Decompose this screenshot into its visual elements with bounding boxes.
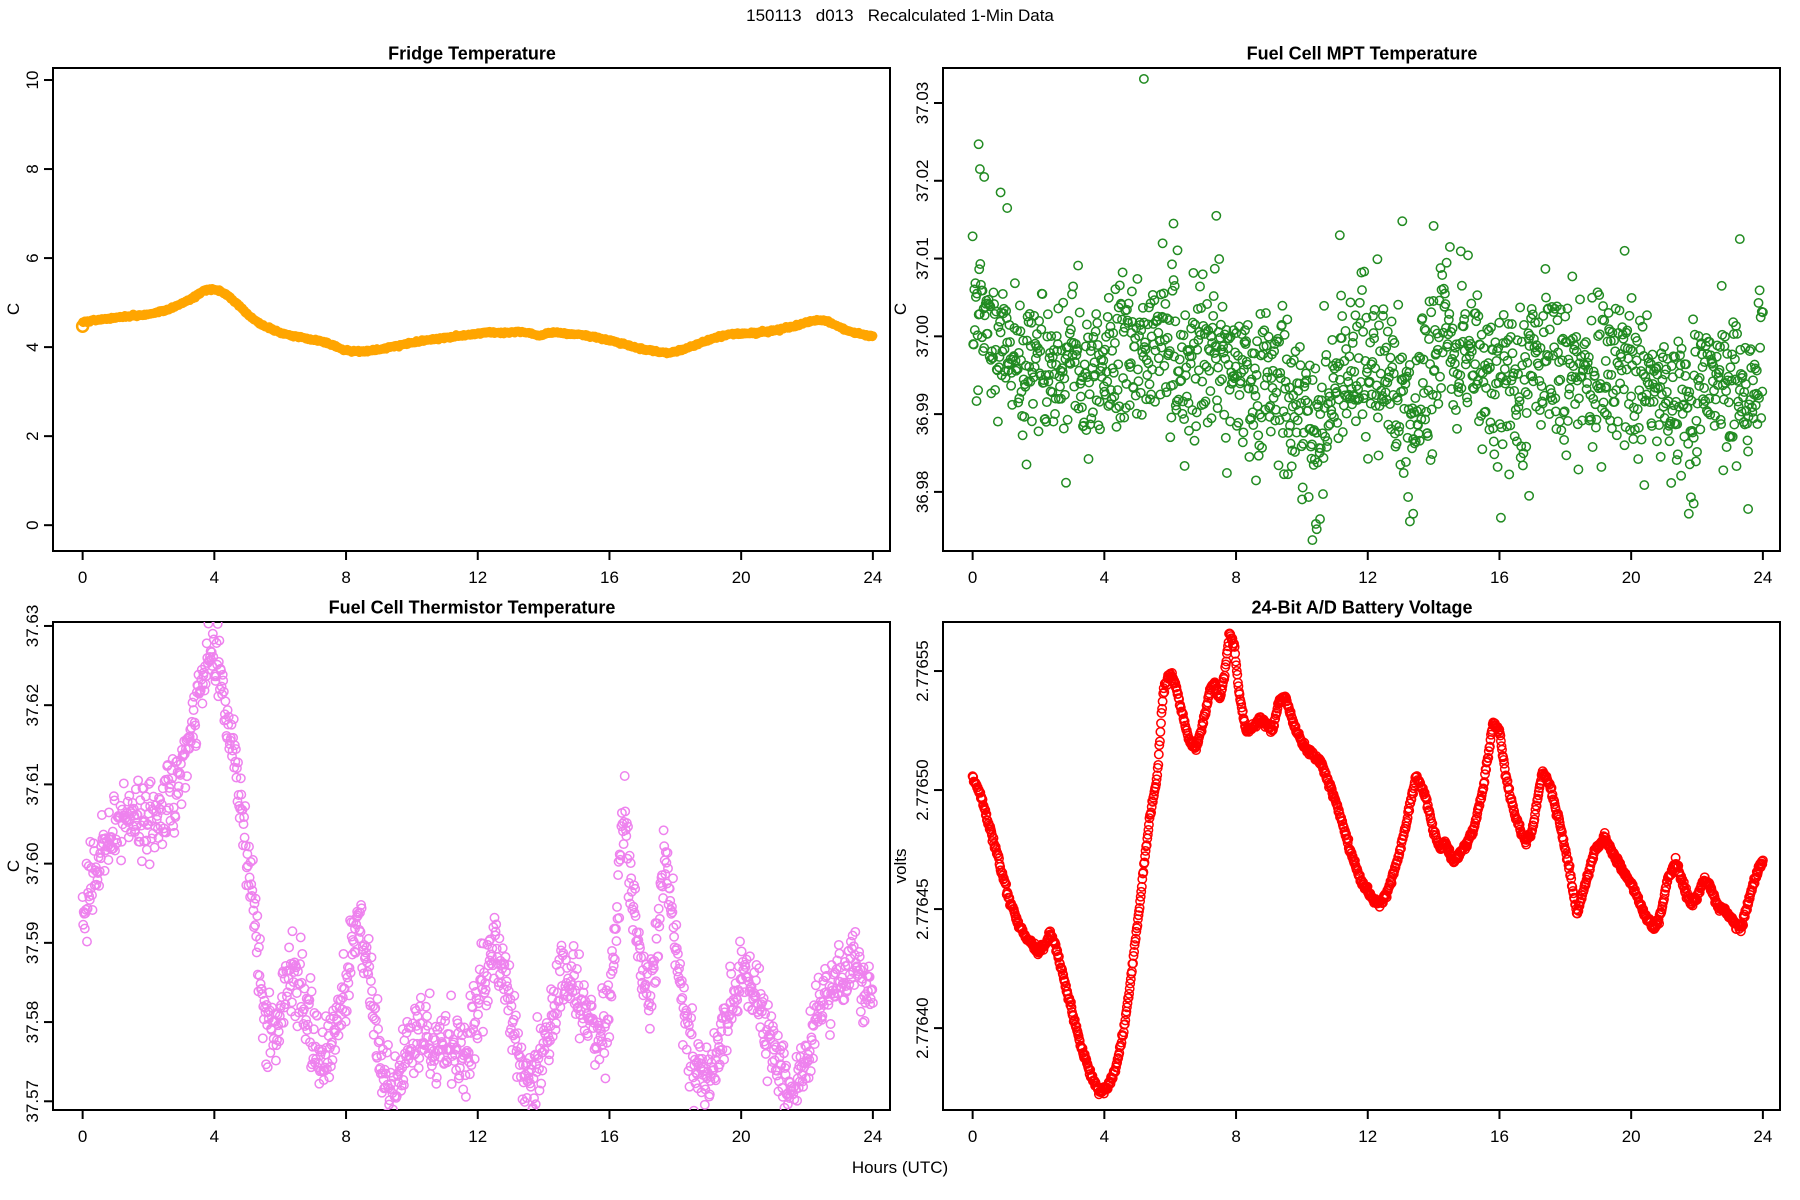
svg-text:2.77655: 2.77655 — [913, 640, 932, 701]
svg-text:24: 24 — [1753, 568, 1772, 587]
svg-text:37.60: 37.60 — [23, 842, 42, 885]
svg-text:8: 8 — [1231, 1127, 1240, 1146]
y-axis-label-thermistor: C — [4, 859, 23, 873]
svg-text:4: 4 — [23, 342, 42, 351]
svg-text:12: 12 — [1358, 568, 1377, 587]
svg-text:36.98: 36.98 — [913, 471, 932, 514]
svg-text:37.63: 37.63 — [23, 605, 42, 648]
y-axis-label-mpt: C — [891, 302, 910, 316]
svg-text:37.02: 37.02 — [913, 160, 932, 203]
svg-text:20: 20 — [1622, 568, 1641, 587]
svg-text:0: 0 — [23, 520, 42, 529]
svg-text:2.77645: 2.77645 — [913, 878, 932, 939]
svg-text:37.58: 37.58 — [23, 1001, 42, 1044]
svg-text:37.62: 37.62 — [23, 684, 42, 727]
x-axis-label: Hours (UTC) — [851, 1158, 949, 1177]
svg-text:20: 20 — [732, 568, 751, 587]
panel-title-battery-voltage: 24-Bit A/D Battery Voltage — [1251, 597, 1473, 618]
panel-title-fuel-cell-thermistor-temperature: Fuel Cell Thermistor Temperature — [328, 597, 616, 618]
svg-text:24: 24 — [1753, 1127, 1772, 1146]
panel-title-fridge-temperature: Fridge Temperature — [388, 43, 556, 64]
y-axis-label-fridge: C — [4, 302, 23, 316]
svg-text:16: 16 — [600, 568, 619, 587]
svg-text:8: 8 — [341, 568, 350, 587]
svg-text:6: 6 — [23, 253, 42, 262]
svg-text:37.57: 37.57 — [23, 1080, 42, 1123]
svg-text:8: 8 — [1231, 568, 1240, 587]
svg-text:16: 16 — [1490, 1127, 1509, 1146]
svg-text:12: 12 — [1358, 1127, 1377, 1146]
svg-text:16: 16 — [1490, 568, 1509, 587]
svg-text:0: 0 — [968, 1127, 977, 1146]
svg-text:16: 16 — [600, 1127, 619, 1146]
svg-text:4: 4 — [210, 1127, 219, 1146]
figure-title: 150113 d013 Recalculated 1-Min Data — [746, 6, 1054, 25]
svg-text:0: 0 — [78, 568, 87, 587]
svg-text:8: 8 — [23, 164, 42, 173]
svg-text:12: 12 — [468, 568, 487, 587]
svg-text:10: 10 — [23, 71, 42, 90]
y-axis-label-voltage: volts — [891, 848, 910, 884]
svg-text:37.00: 37.00 — [913, 315, 932, 358]
svg-text:2.77650: 2.77650 — [913, 759, 932, 820]
panel-title-fuel-cell-mpt-temperature: Fuel Cell MPT Temperature — [1246, 43, 1478, 64]
svg-text:2.77640: 2.77640 — [913, 997, 932, 1058]
svg-text:37.03: 37.03 — [913, 82, 932, 125]
svg-text:4: 4 — [210, 568, 219, 587]
svg-text:8: 8 — [341, 1127, 350, 1146]
svg-text:37.01: 37.01 — [913, 237, 932, 280]
svg-text:36.99: 36.99 — [913, 393, 932, 436]
svg-text:2: 2 — [23, 431, 42, 440]
svg-text:20: 20 — [1622, 1127, 1641, 1146]
svg-text:4: 4 — [1100, 1127, 1109, 1146]
svg-text:24: 24 — [863, 568, 882, 587]
svg-text:0: 0 — [968, 568, 977, 587]
svg-text:37.59: 37.59 — [23, 922, 42, 965]
svg-text:37.61: 37.61 — [23, 763, 42, 806]
svg-text:24: 24 — [863, 1127, 882, 1146]
svg-text:20: 20 — [732, 1127, 751, 1146]
svg-text:12: 12 — [468, 1127, 487, 1146]
svg-text:0: 0 — [78, 1127, 87, 1146]
svg-text:4: 4 — [1100, 568, 1109, 587]
